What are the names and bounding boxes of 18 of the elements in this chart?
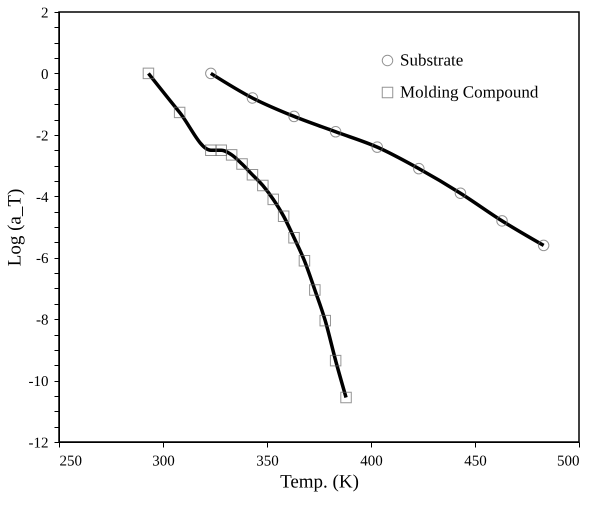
x-axis-title: Temp. (K) <box>280 472 359 492</box>
x-tick-label: 400 <box>360 454 383 470</box>
y-tick-label: -2 <box>36 128 48 144</box>
y-tick-label: -4 <box>36 190 49 206</box>
x-tick-label: 250 <box>60 454 82 470</box>
x-tick-label: 300 <box>152 454 175 470</box>
x-tick-label: 500 <box>557 454 580 470</box>
y-tick-label: -10 <box>28 374 48 390</box>
x-tick-label: 350 <box>256 454 279 470</box>
y-tick-label: -12 <box>28 436 48 452</box>
y-axis-title: Log (a_T) <box>4 188 26 266</box>
y-tick-label: 0 <box>41 66 48 83</box>
legend-label: Molding Compound <box>400 82 539 102</box>
y-tick-label: -8 <box>36 312 48 329</box>
x-tick-label: 450 <box>464 454 487 470</box>
y-tick-label: -6 <box>36 251 49 268</box>
legend-label: Substrate <box>400 50 464 70</box>
y-tick-label: 2 <box>41 6 48 22</box>
